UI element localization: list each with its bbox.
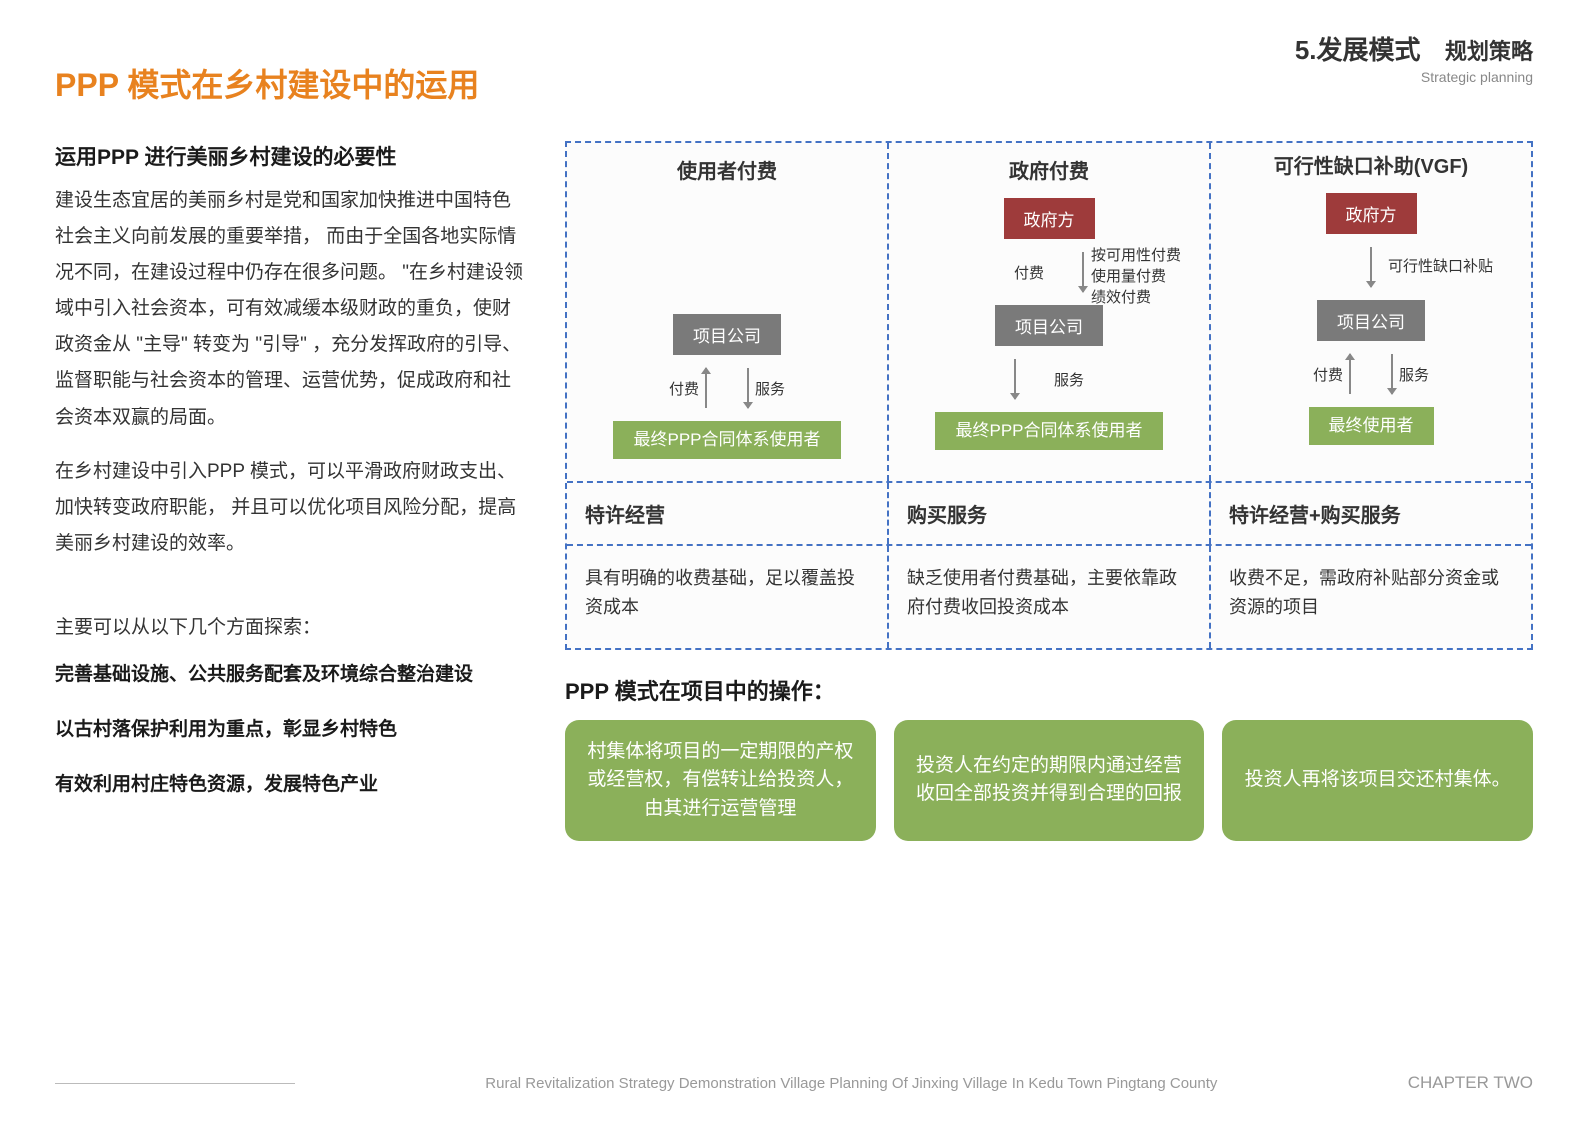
footer-chapter: CHAPTER TWO — [1408, 1073, 1533, 1093]
fee-label: 付费 — [1014, 262, 1044, 283]
end-user-box: 最终使用者 — [1309, 407, 1434, 445]
arrow-area: 服务 — [907, 350, 1191, 408]
explore-item-3: 有效利用村庄特色资源，发展特色产业 — [55, 769, 525, 796]
header-right: 5.发展模式 规划策略 Strategic planning — [1295, 30, 1533, 85]
left-column: 运用PPP 进行美丽乡村建设的必要性 建设生态宜居的美丽乡村是党和国家加快推进中… — [55, 141, 525, 841]
company-box: 项目公司 — [1317, 300, 1425, 341]
payment-types-note: 按可用性付费使用量付费绩效付费 — [1091, 245, 1181, 308]
mode-purchase: 购买服务 — [887, 483, 1209, 544]
arrow-area: 可行性缺口补贴 — [1229, 238, 1513, 296]
ops-step-1: 村集体将项目的一定期限的产权或经营权，有偿转让给投资人，由其进行运营管理 — [565, 720, 876, 842]
company-box: 项目公司 — [995, 305, 1103, 346]
arrow-down-icon — [1082, 252, 1084, 292]
arrow-area: 付费 服务 — [1229, 345, 1513, 403]
arrow-down-icon — [747, 368, 749, 408]
diagram-col-user-pay: 使用者付费 项目公司 付费 服务 — [567, 143, 887, 481]
diagram-bottom-row: 具有明确的收费基础，足以覆盖投资成本 缺乏使用者付费基础，主要依靠政府付费收回投… — [567, 546, 1531, 648]
arrow-down-icon — [1014, 359, 1016, 399]
end-user-box: 最终PPP合同体系使用者 — [935, 412, 1162, 450]
ops-step-2: 投资人在约定的期限内通过经营收回全部投资并得到合理的回报 — [894, 720, 1205, 842]
gov-box: 政府方 — [1326, 193, 1417, 234]
vgf-note: 可行性缺口补贴 — [1388, 256, 1493, 277]
diagram-top-row: 使用者付费 项目公司 付费 服务 — [567, 143, 1531, 483]
service-label: 服务 — [1054, 369, 1084, 390]
page-header: PPP 模式在乡村建设中的运用 5.发展模式 规划策略 Strategic pl… — [55, 30, 1533, 106]
paragraph-2: 在乡村建设中引入PPP 模式，可以平滑政府财政支出、加快转变政府职能， 并且可以… — [55, 454, 525, 562]
mode-combined: 特许经营+购买服务 — [1209, 483, 1531, 544]
section-label-en: Strategic planning — [1295, 69, 1533, 85]
content-area: 运用PPP 进行美丽乡村建设的必要性 建设生态宜居的美丽乡村是党和国家加快推进中… — [55, 141, 1533, 841]
desc-franchise: 具有明确的收费基础，足以覆盖投资成本 — [567, 546, 887, 648]
col-title: 使用者付费 — [677, 155, 777, 184]
fee-label: 付费 — [669, 378, 699, 399]
section-number: 5.发展模式 — [1295, 30, 1421, 67]
ppp-diagram: 使用者付费 项目公司 付费 服务 — [565, 141, 1533, 650]
col-title: 可行性缺口补助(VGF) — [1274, 155, 1468, 179]
company-box: 项目公司 — [673, 314, 781, 355]
necessity-heading: 运用PPP 进行美丽乡村建设的必要性 — [55, 141, 525, 171]
main-title: PPP 模式在乡村建设中的运用 — [55, 60, 479, 106]
arrow-up-icon — [1349, 354, 1351, 394]
gov-box: 政府方 — [1004, 198, 1095, 239]
diagram-mid-row: 特许经营 购买服务 特许经营+购买服务 — [567, 483, 1531, 546]
explore-item-1: 完善基础设施、公共服务配套及环境综合整治建设 — [55, 659, 525, 686]
paragraph-1: 建设生态宜居的美丽乡村是党和国家加快推进中国特色社会主义向前发展的重要举措， 而… — [55, 183, 525, 436]
col-title: 政府付费 — [1009, 155, 1089, 184]
operations-row: 村集体将项目的一定期限的产权或经营权，有偿转让给投资人，由其进行运营管理 投资人… — [565, 720, 1533, 842]
end-user-box: 最终PPP合同体系使用者 — [613, 421, 840, 459]
service-label: 服务 — [755, 378, 785, 399]
arrow-area: 付费 服务 — [585, 359, 869, 417]
footer-text: Rural Revitalization Strategy Demonstrat… — [315, 1075, 1388, 1092]
mode-franchise: 特许经营 — [567, 483, 887, 544]
page-footer: Rural Revitalization Strategy Demonstrat… — [55, 1073, 1533, 1093]
desc-purchase: 缺乏使用者付费基础，主要依靠政府付费收回投资成本 — [887, 546, 1209, 648]
fee-label: 付费 — [1313, 364, 1343, 385]
desc-combined: 收费不足，需政府补贴部分资金或资源的项目 — [1209, 546, 1531, 648]
footer-divider — [55, 1083, 295, 1084]
arrow-area: 付费 按可用性付费使用量付费绩效付费 — [907, 243, 1191, 301]
explore-intro: 主要可以从以下几个方面探索： — [55, 612, 525, 639]
arrow-up-icon — [705, 368, 707, 408]
explore-item-2: 以古村落保护利用为重点，彰显乡村特色 — [55, 714, 525, 741]
ops-step-3: 投资人再将该项目交还村集体。 — [1222, 720, 1533, 842]
right-column: 使用者付费 项目公司 付费 服务 — [565, 141, 1533, 841]
arrow-down-icon — [1391, 354, 1393, 394]
arrow-down-icon — [1370, 247, 1372, 287]
diagram-col-vgf: 可行性缺口补助(VGF) 政府方 可行性缺口补贴 项目公司 付费 — [1209, 143, 1531, 481]
operations-title: PPP 模式在项目中的操作： — [565, 674, 1533, 706]
service-label: 服务 — [1399, 364, 1429, 385]
section-label-cn: 规划策略 — [1445, 34, 1533, 66]
diagram-col-gov-pay: 政府付费 政府方 付费 按可用性付费使用量付费绩效付费 项目公司 服务 最终PP… — [887, 143, 1209, 481]
